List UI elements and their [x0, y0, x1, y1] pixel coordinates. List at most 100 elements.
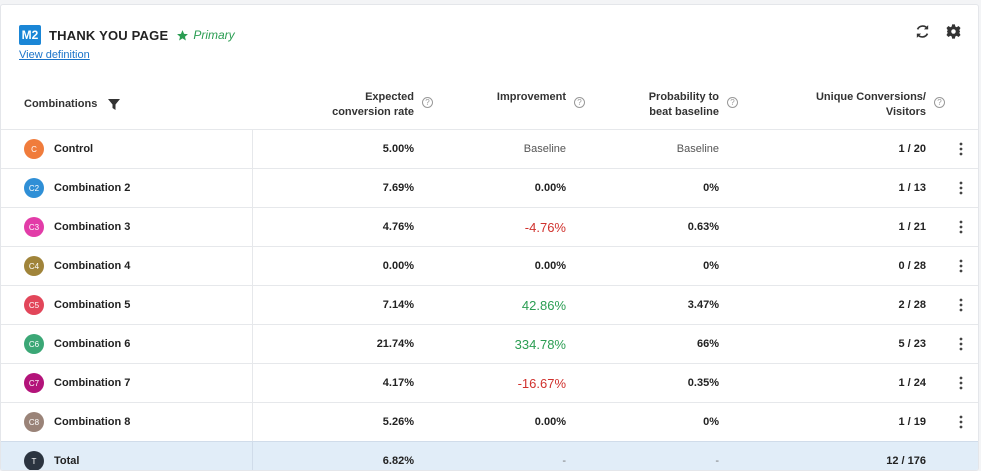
conversions-cell: 5 / 23 — [898, 338, 926, 350]
col-combinations-label: Combinations — [24, 98, 98, 110]
combination-name: Combination 5 — [54, 299, 131, 311]
table-row: C8 Combination 8 5.26% 0.00% 0% 1 / 19 — [1, 402, 978, 441]
col-conversions: Unique Conversions/ Visitors — [781, 90, 926, 120]
improvement-value: 0.00% — [534, 416, 566, 428]
table-row: C4 Combination 4 0.00% 0.00% 0% 0 / 28 — [1, 246, 978, 285]
conversions-cell: 0 / 28 — [898, 260, 926, 272]
combination-name: Combination 2 — [54, 182, 131, 194]
metric-header: M2 THANK YOU PAGE Primary — [19, 23, 235, 47]
primary-label: Primary — [193, 28, 235, 42]
table-row: C6 Combination 6 21.74% 334.78% 66% 5 / 23 — [1, 324, 978, 363]
probability-value: 0% — [703, 260, 719, 272]
combination-name: Combination 3 — [54, 221, 131, 233]
expected-rate-cell: 4.17% — [382, 377, 414, 389]
expected-rate-cell: 6.82% — [382, 455, 414, 467]
col-conv-line2: Visitors — [885, 106, 926, 118]
probability-cell: 66% — [566, 325, 719, 363]
combination-avatar: C7 — [24, 373, 44, 393]
combination-avatar: T — [24, 451, 44, 470]
improvement-cell: -4.76% — [414, 208, 566, 246]
conversions-cell: 1 / 20 — [898, 143, 926, 155]
improvement-value: 42.86% — [521, 297, 566, 313]
combination-name: Combination 7 — [54, 377, 131, 389]
expected-rate-cell: 0.00% — [382, 260, 414, 272]
help-icon[interactable]: ? — [934, 97, 945, 108]
gear-icon[interactable] — [945, 23, 962, 40]
combination-avatar: C3 — [24, 217, 44, 237]
col-conv-line1: Unique Conversions/ — [815, 91, 926, 103]
table-header: Combinations Expected conversion rate ? … — [1, 81, 978, 129]
col-rate-line1: Expected — [365, 91, 414, 103]
probability-value: Baseline — [676, 143, 719, 155]
improvement-cell: 0.00% — [414, 247, 566, 285]
kebab-icon[interactable] — [956, 259, 966, 273]
expected-rate-cell: 4.76% — [382, 221, 414, 233]
table-row: C7 Combination 7 4.17% -16.67% 0.35% 1 / 24 — [1, 363, 978, 402]
col-rate-line2: conversion rate — [332, 106, 414, 118]
refresh-icon[interactable] — [914, 23, 931, 40]
table-body: C Control 5.00% Baseline Baseline 1 / 20 C2 Com… — [1, 129, 978, 470]
table-row: C2 Combination 2 7.69% 0.00% 0% 1 / 13 — [1, 168, 978, 207]
combination-cell: C7 Combination 7 — [1, 364, 253, 402]
conversions-cell: 1 / 13 — [898, 182, 926, 194]
kebab-icon[interactable] — [956, 142, 966, 156]
combination-cell: C6 Combination 6 — [1, 325, 253, 363]
improvement-value: -4.76% — [524, 219, 566, 235]
conversions-cell: 1 / 19 — [898, 416, 926, 428]
probability-value: 66% — [696, 338, 719, 350]
kebab-icon[interactable] — [956, 181, 966, 195]
combination-cell: C8 Combination 8 — [1, 403, 253, 441]
kebab-icon[interactable] — [956, 376, 966, 390]
col-expected-rate: Expected conversion rate — [301, 90, 414, 120]
filter-icon[interactable] — [108, 98, 121, 110]
improvement-value: 0.00% — [534, 260, 566, 272]
kebab-icon[interactable] — [956, 415, 966, 429]
improvement-cell: 42.86% — [414, 286, 566, 324]
improvement-cell: Baseline — [414, 130, 566, 168]
probability-cell: 0% — [566, 403, 719, 441]
combination-avatar: C8 — [24, 412, 44, 432]
combination-name: Control — [54, 143, 94, 155]
improvement-value: - — [562, 455, 566, 467]
combination-avatar: C5 — [24, 295, 44, 315]
probability-value: 0% — [703, 416, 719, 428]
star-icon — [177, 29, 189, 40]
probability-cell: - — [566, 442, 719, 470]
improvement-cell: 0.00% — [414, 403, 566, 441]
view-definition-link[interactable]: View definition — [19, 49, 90, 61]
expected-rate-cell: 21.74% — [376, 338, 414, 350]
metric-title: THANK YOU PAGE — [49, 27, 169, 43]
probability-cell: 0% — [566, 247, 719, 285]
col-improvement: Improvement — [496, 91, 566, 103]
combination-name: Combination 6 — [54, 338, 131, 350]
combination-name: Total — [54, 455, 80, 467]
kebab-icon[interactable] — [956, 298, 966, 312]
improvement-cell: 334.78% — [414, 325, 566, 363]
improvement-value: Baseline — [523, 143, 566, 155]
probability-value: 0.63% — [687, 221, 719, 233]
probability-cell: 0.35% — [566, 364, 719, 402]
probability-cell: 0.63% — [566, 208, 719, 246]
conversions-cell: 2 / 28 — [898, 299, 926, 311]
combination-avatar: C — [24, 139, 44, 159]
help-icon[interactable]: ? — [422, 97, 433, 108]
conversions-cell: 1 / 24 — [898, 377, 926, 389]
probability-value: 3.47% — [687, 299, 719, 311]
improvement-cell: -16.67% — [414, 364, 566, 402]
kebab-icon[interactable] — [956, 337, 966, 351]
combination-cell: C3 Combination 3 — [1, 208, 253, 246]
expected-rate-cell: 5.00% — [382, 143, 414, 155]
improvement-value: 0.00% — [534, 182, 566, 194]
toolbar — [914, 23, 962, 40]
combination-avatar: C2 — [24, 178, 44, 198]
improvement-cell: - — [414, 442, 566, 470]
combination-cell: C5 Combination 5 — [1, 286, 253, 324]
help-icon[interactable]: ? — [727, 97, 738, 108]
combination-name: Combination 4 — [54, 260, 131, 272]
kebab-icon[interactable] — [956, 220, 966, 234]
probability-cell: 3.47% — [566, 286, 719, 324]
improvement-value: -16.67% — [517, 375, 566, 391]
improvement-cell: 0.00% — [414, 169, 566, 207]
conversions-cell: 1 / 21 — [898, 221, 926, 233]
help-icon[interactable]: ? — [574, 97, 585, 108]
